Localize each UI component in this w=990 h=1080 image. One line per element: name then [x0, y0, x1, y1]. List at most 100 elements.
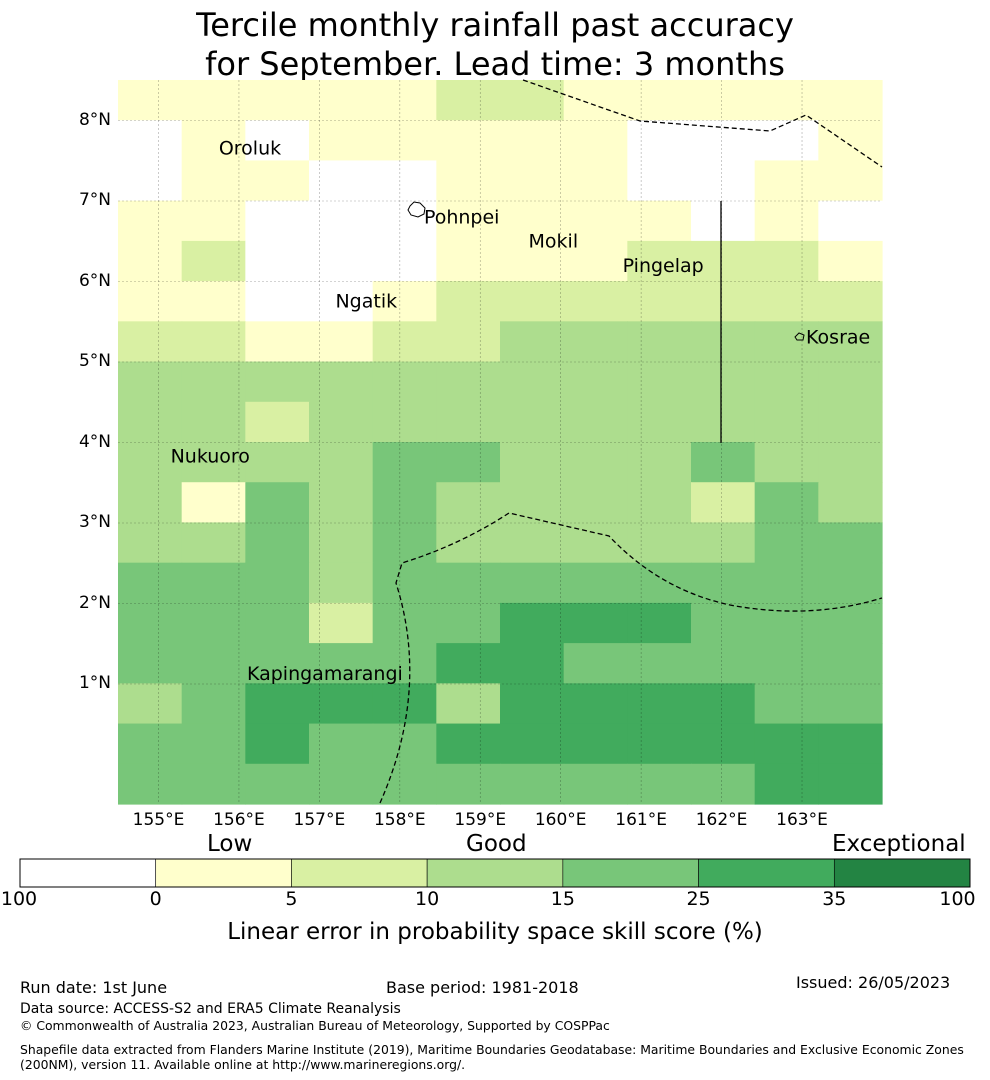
graticule-lines — [118, 80, 882, 804]
latitude-label: 7°N — [78, 190, 111, 210]
skill-grid-cell — [627, 723, 692, 765]
skill-grid-cell — [754, 281, 819, 322]
skill-grid-cell — [245, 522, 310, 564]
skill-grid-cell — [818, 763, 883, 805]
skill-grid-cell — [309, 763, 374, 805]
skill-grid-cell — [818, 160, 883, 202]
skill-grid-cell — [754, 602, 819, 644]
data-source: Data source: ACCESS-S2 and ERA5 Climate … — [20, 1001, 401, 1017]
skill-grid-cell — [563, 683, 628, 725]
colorbar-category-low: Low — [207, 831, 253, 857]
skill-grid-cell — [818, 120, 883, 162]
skill-grid-cell — [436, 361, 501, 403]
longitude-label: 163°E — [776, 810, 828, 830]
colorbar-tick-label: 10 — [415, 888, 440, 910]
skill-grid-cell — [500, 160, 565, 202]
skill-grid-cell — [691, 401, 756, 443]
skill-grid-cell — [563, 200, 628, 242]
skill-grid-cell — [627, 562, 692, 604]
skill-grid-cell — [818, 281, 883, 322]
skill-grid-cell — [500, 200, 565, 242]
kosrae-island-outline — [794, 332, 805, 341]
colorbar-bin — [562, 858, 699, 888]
latitude-label: 6°N — [78, 270, 111, 291]
place-label-ngatik: Ngatik — [335, 290, 397, 312]
skill-grid-cell — [118, 120, 183, 162]
skill-grid-cell — [181, 200, 246, 242]
longitude-label: 155°E — [132, 810, 185, 830]
latitude-label: 3°N — [78, 512, 111, 532]
skill-grid-cell — [500, 522, 565, 564]
skill-grid-cell — [436, 763, 501, 805]
colorbar-bin — [698, 858, 835, 888]
skill-grid-cell — [309, 482, 374, 524]
skill-grid-cell — [818, 80, 883, 121]
skill-grid-cell — [245, 281, 310, 322]
skill-grid-cell — [627, 683, 692, 725]
skill-grid-cell — [500, 723, 565, 765]
skill-grid-cell — [500, 482, 565, 524]
longitude-label: 159°E — [454, 810, 507, 830]
skill-grid-cell — [563, 281, 628, 322]
place-label-mokil: Mokil — [529, 231, 579, 253]
skill-grid-cell — [436, 80, 501, 121]
colorbar-bin — [19, 858, 157, 888]
skill-grid-cell — [309, 240, 374, 282]
skill-grid-cell — [500, 643, 565, 684]
skill-grid-cell — [436, 200, 501, 242]
map-title-line-2: for September. Lead time: 3 months — [205, 45, 785, 83]
skill-grid-cell — [500, 401, 565, 443]
skill-grid-cell — [372, 401, 437, 443]
skill-grid-cell — [181, 401, 246, 443]
skill-grid-cell — [245, 120, 310, 162]
latitude-label: 1°N — [78, 673, 111, 693]
skill-grid-cell — [245, 602, 310, 644]
skill-grid-cell — [372, 160, 437, 202]
skill-grid-cell — [754, 723, 819, 765]
skill-grid-cell — [754, 643, 819, 684]
skill-grid-cell — [309, 321, 374, 363]
skill-grid-cell — [627, 361, 692, 403]
skill-grid-cell — [118, 281, 183, 322]
skill-grid-cell — [627, 482, 692, 524]
skill-grid-cell — [627, 763, 692, 805]
skill-grid-cell — [372, 240, 437, 282]
skill-grid-cell — [181, 240, 246, 282]
skill-grid-cell — [627, 442, 692, 483]
skill-grid-cell — [118, 602, 183, 644]
skill-grid-cell — [436, 522, 501, 564]
skill-grid-cell — [691, 281, 756, 322]
skill-grid-cell — [372, 120, 437, 162]
skill-grid-cell — [118, 321, 183, 363]
skill-grid-cell — [691, 120, 756, 162]
place-label-oroluk: Oroluk — [219, 137, 281, 159]
skill-grid-cell — [245, 361, 310, 403]
skill-grid-cell — [436, 723, 501, 765]
skill-grid-cell — [818, 200, 883, 242]
skill-grid-cell — [691, 80, 756, 121]
skill-grid-cell — [245, 240, 310, 282]
skill-grid-cell — [118, 200, 183, 242]
skill-grid-cell — [118, 442, 183, 483]
skill-grid-cell — [754, 401, 819, 443]
skill-grid-cell — [436, 482, 501, 524]
longitude-label: 158°E — [373, 810, 426, 830]
skill-grid-cell — [309, 80, 374, 121]
skill-grid-cell — [627, 120, 692, 162]
skill-grid-cell — [372, 442, 437, 483]
skill-grid-cell — [309, 683, 374, 725]
skill-grid-cell — [500, 683, 565, 725]
place-label-pingelap: Pingelap — [623, 255, 704, 277]
skill-grid-cell — [436, 321, 501, 363]
skill-grid-cell — [691, 200, 756, 242]
latitude-label: 5°N — [78, 351, 111, 371]
island-shapes — [407, 201, 805, 341]
skill-grid-cell — [563, 522, 628, 564]
colorbar — [19, 858, 971, 888]
skill-grid-cell — [627, 321, 692, 363]
skill-grid-cell — [691, 522, 756, 564]
run-date: Run date: 1st June — [20, 978, 168, 997]
skill-grid-cell — [563, 482, 628, 524]
skill-grid-cell — [245, 643, 310, 684]
skill-grid-cell — [372, 683, 437, 725]
